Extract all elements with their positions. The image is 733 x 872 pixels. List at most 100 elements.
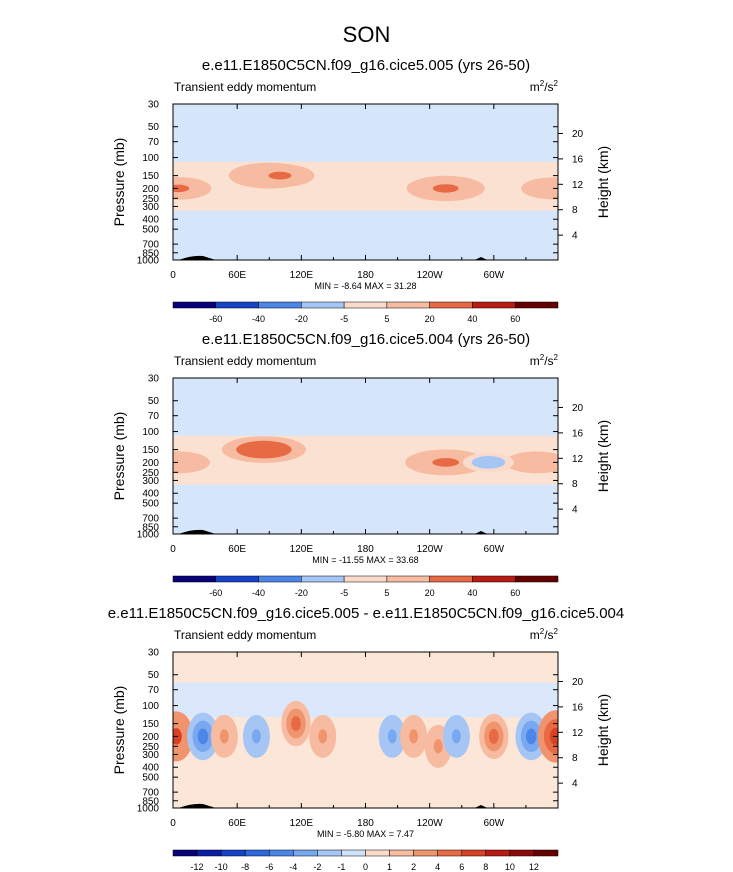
- height-tick-label: 12: [572, 454, 584, 465]
- height-axis-label: Height (km): [595, 420, 611, 492]
- y-tick-label: 200: [142, 732, 159, 743]
- height-axis-label: Height (km): [595, 146, 611, 218]
- colorbar-label: 60: [510, 588, 520, 598]
- colorbar-label: -8: [241, 862, 249, 872]
- y-tick-label: 200: [142, 184, 159, 195]
- colorbar-label: -20: [295, 314, 308, 324]
- field-feature: [409, 729, 419, 744]
- x-tick-label: 60E: [228, 270, 246, 281]
- colorbar-label: -6: [265, 862, 273, 872]
- panel-title: e.e11.E1850C5CN.f09_g16.cice5.005 - e.e1…: [108, 605, 624, 622]
- height-tick-label: 20: [572, 677, 584, 688]
- colorbar-label: 6: [459, 862, 464, 872]
- units-label: m2/s2: [530, 79, 559, 94]
- y-tick-label: 70: [148, 685, 160, 696]
- y-tick-label: 50: [148, 396, 160, 407]
- colorbar-box: [389, 849, 414, 857]
- x-tick-label: 120W: [417, 270, 444, 281]
- field-feature: [291, 716, 301, 732]
- min-max-stats: MIN = -5.80 MAX = 7.47: [317, 829, 414, 839]
- colorbar-label: -12: [191, 862, 204, 872]
- y-axis-label: Pressure (mb): [111, 412, 127, 501]
- min-max-stats: MIN = -11.55 MAX = 33.68: [312, 555, 418, 565]
- field-feature: [451, 729, 461, 744]
- colorbar-box: [413, 849, 438, 857]
- colorbar-label: -10: [215, 862, 228, 872]
- colorbar-box: [301, 301, 345, 309]
- x-tick-label: 60E: [228, 544, 246, 555]
- colorbar-label: 20: [425, 588, 435, 598]
- colorbar-label: -40: [252, 314, 265, 324]
- colorbar-label: 60: [510, 314, 520, 324]
- colorbar-box: [172, 301, 217, 309]
- colorbar-box: [365, 849, 390, 857]
- colorbar-label: -5: [340, 314, 348, 324]
- y-tick-label: 1000: [137, 804, 160, 815]
- x-tick-label: 0: [170, 544, 176, 555]
- y-tick-label: 100: [142, 153, 159, 164]
- topography: [474, 805, 488, 808]
- y-tick-label: 400: [142, 215, 159, 226]
- height-tick-label: 12: [572, 180, 584, 191]
- colorbar-box: [172, 575, 217, 583]
- colorbar-label: 8: [483, 862, 488, 872]
- height-tick-label: 16: [572, 702, 584, 713]
- panel-title: e.e11.E1850C5CN.f09_g16.cice5.004 (yrs 2…: [202, 331, 530, 348]
- y-tick-label: 700: [142, 514, 159, 525]
- topography: [474, 257, 488, 260]
- field-feature: [433, 739, 443, 754]
- colorbar-box: [514, 575, 559, 583]
- y-tick-label: 300: [142, 202, 159, 213]
- y-tick-label: 150: [142, 445, 159, 456]
- colorbar-label: 5: [384, 314, 389, 324]
- colorbar-box: [301, 575, 345, 583]
- colorbar: -12 -10 -8 -6 -4 -2 -1 0 1 2 4 6 8 10 12: [172, 849, 559, 872]
- field-feature: [219, 729, 229, 744]
- colorbar-box: [317, 849, 342, 857]
- chart-panel-2: e.e11.E1850C5CN.f09_g16.cice5.004 (yrs 2…: [111, 331, 611, 598]
- field-feature: [387, 729, 397, 744]
- colorbar-label: 5: [384, 588, 389, 598]
- colorbar-label: 20: [425, 314, 435, 324]
- y-axis-label: Pressure (mb): [111, 686, 127, 775]
- chart-panel-3: e.e11.E1850C5CN.f09_g16.cice5.005 - e.e1…: [108, 605, 624, 872]
- colorbar-label: -40: [252, 588, 265, 598]
- colorbar-box: [472, 301, 516, 309]
- y-tick-label: 850: [142, 796, 159, 807]
- y-tick-label: 30: [148, 374, 160, 385]
- height-tick-label: 8: [572, 479, 578, 490]
- y-tick-label: 400: [142, 489, 159, 500]
- diff-band: [173, 682, 558, 718]
- x-tick-label: 60W: [484, 270, 505, 281]
- colorbar-box: [461, 849, 487, 857]
- colorbar-box: [269, 849, 294, 857]
- y-tick-label: 30: [148, 100, 160, 111]
- colorbar-box: [215, 301, 259, 309]
- field-feature: [526, 728, 537, 745]
- x-tick-label: 180: [357, 818, 374, 829]
- y-tick-label: 850: [142, 248, 159, 259]
- y-tick-label: 500: [142, 773, 159, 784]
- colorbar-box: [220, 849, 246, 857]
- x-tick-label: 0: [170, 270, 176, 281]
- x-tick-label: 60W: [484, 544, 505, 555]
- colorbar-box: [196, 849, 222, 857]
- colorbar-box: [485, 849, 511, 857]
- field-feature: [250, 445, 278, 455]
- field-feature: [432, 184, 459, 193]
- panel-subtitle: Transient eddy momentum: [174, 628, 316, 642]
- field-feature: [480, 459, 497, 466]
- colorbar-box: [343, 575, 388, 583]
- y-tick-label: 250: [142, 194, 159, 205]
- y-tick-label: 70: [148, 411, 160, 422]
- height-tick-label: 4: [572, 505, 578, 516]
- colorbar-label: -60: [209, 314, 222, 324]
- y-tick-label: 400: [142, 763, 159, 774]
- panel-title: e.e11.E1850C5CN.f09_g16.cice5.005 (yrs 2…: [202, 57, 530, 74]
- y-tick-label: 100: [142, 427, 159, 438]
- topography: [178, 529, 216, 534]
- y-axis-label: Pressure (mb): [111, 138, 127, 227]
- field-feature: [542, 184, 558, 193]
- topography: [474, 531, 488, 534]
